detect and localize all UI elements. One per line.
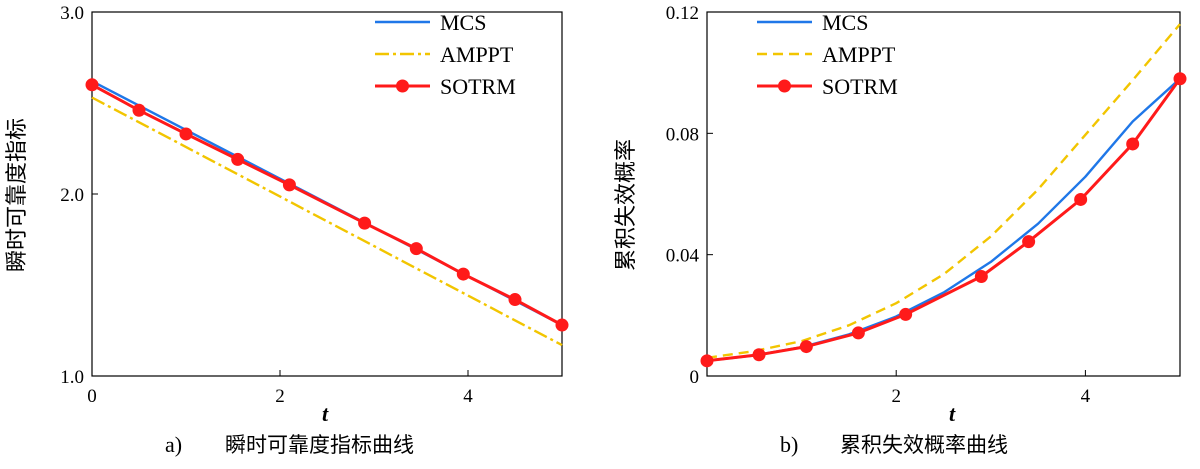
legend-sotrm-label: SOTRM: [440, 74, 516, 99]
series-sotrm-point: [179, 127, 193, 141]
panel-a-series: [85, 78, 569, 347]
series-sotrm-point: [231, 152, 245, 166]
panel-b-ytick-label: 0: [690, 367, 700, 388]
series-amppt-line: [91, 96, 563, 347]
panel-a-ylabel: 瞬时可靠度指标: [5, 118, 30, 272]
panel-a-axes: 0 2 4 1.0 2.0 3.0: [60, 3, 563, 407]
panel-b-ytick-label: 0.04: [666, 246, 700, 267]
series-sotrm-point: [851, 326, 865, 340]
panel-b-legend: MCS AMPPT SOTRM: [757, 10, 898, 99]
panel-a-caption-id: a): [165, 432, 182, 457]
panel-b-xtick-label: 2: [891, 386, 901, 407]
legend-amppt-label: AMPPT: [822, 42, 896, 67]
panel-b-ytick-label: 0.12: [666, 3, 699, 24]
series-sotrm-point: [85, 78, 99, 92]
series-sotrm-point: [132, 103, 146, 117]
series-sotrm-point: [1126, 137, 1140, 151]
legend-sotrm-marker: [396, 79, 409, 93]
series-sotrm-point: [1173, 72, 1187, 86]
series-sotrm-point: [1022, 235, 1036, 249]
panel-a-xlabel: t: [322, 401, 329, 426]
series-sotrm-point: [1074, 192, 1088, 206]
panel-b-ylabel: 累积失效概率: [614, 139, 639, 271]
panel-b-xtick-label: 4: [1081, 386, 1091, 407]
series-amppt-line: [706, 23, 1181, 359]
panel-b-series: [700, 23, 1187, 368]
panel-b-xlabel: t: [949, 401, 956, 426]
panel-a-xtick-label: 4: [463, 386, 473, 407]
panel-a-xtick-label: 2: [275, 386, 285, 407]
series-sotrm-point: [700, 354, 714, 368]
series-sotrm-line: [706, 77, 1182, 363]
series-sotrm-point: [974, 270, 988, 284]
panel-a-ytick-label: 3.0: [60, 3, 84, 24]
series-sotrm-line: [91, 83, 563, 327]
series-sotrm-point: [358, 216, 372, 230]
series-sotrm-point: [799, 340, 813, 354]
panel-a-caption: 瞬时可靠度指标曲线: [225, 433, 414, 457]
legend-sotrm-marker: [778, 79, 791, 93]
legend-mcs-label: MCS: [822, 10, 868, 35]
legend-mcs-label: MCS: [440, 10, 486, 35]
panel-b-ytick-label: 0.08: [666, 124, 699, 145]
series-sotrm-point: [752, 348, 766, 362]
series-sotrm-point: [282, 178, 296, 192]
panel-b-caption: 累积失效概率曲线: [840, 433, 1008, 457]
legend-amppt-label: AMPPT: [440, 42, 514, 67]
series-sotrm-point: [409, 242, 423, 256]
series-sotrm-point: [508, 293, 522, 307]
panel-b-caption-id: b): [780, 432, 798, 457]
panel-b: 2 4 0 0.04 0.08 0.12 累积失效概率 t MCS AMPPT SOTRM b…: [614, 3, 1187, 457]
series-mcs-line: [706, 77, 1181, 362]
panel-a-ytick-label: 1.0: [60, 367, 84, 388]
series-sotrm-point: [899, 307, 913, 321]
panel-a-xtick-label: 0: [87, 386, 97, 407]
panel-a-ytick-label: 2.0: [60, 185, 84, 206]
panel-b-axes-frame: [706, 11, 1181, 377]
panel-b-axes: 2 4 0 0.04 0.08 0.12: [666, 3, 1181, 407]
series-sotrm-point: [555, 318, 569, 332]
legend-sotrm-label: SOTRM: [822, 74, 898, 99]
series-sotrm-point: [456, 267, 470, 281]
panel-a-legend: MCS AMPPT SOTRM: [375, 10, 516, 99]
